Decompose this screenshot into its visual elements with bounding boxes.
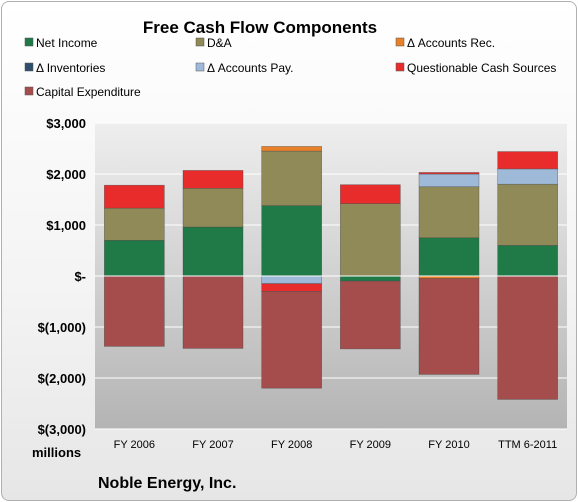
legend: Net Income D&A Δ Accounts Rec. Δ Inventorie… <box>24 36 556 99</box>
y-tick-label: $(3,000) <box>38 422 86 437</box>
y-tick-label: $(1,000) <box>38 320 86 335</box>
bar-segment <box>104 275 165 347</box>
legend-swatch <box>24 62 34 72</box>
legend-entry: Questionable Cash Sources <box>407 61 556 75</box>
x-category-label: TTM 6-2011 <box>498 439 557 451</box>
bar-segment <box>418 173 480 188</box>
legend-entry: Capital Expenditure <box>36 85 141 99</box>
y-tick-label: $(2,000) <box>38 371 86 386</box>
bar-segment <box>497 245 558 277</box>
bar-segment <box>261 290 322 389</box>
bar-segment <box>497 168 558 185</box>
bar-segment <box>497 183 558 246</box>
x-category-label: FY 2006 <box>114 439 155 451</box>
bar-segment <box>340 184 401 204</box>
units-label: millions <box>32 445 81 460</box>
x-axis-categories: FY 2006 FY 2007 FY 2008 FY 2009 FY 2010 TTM 6… <box>114 439 558 451</box>
legend-entry: Δ Accounts Rec. <box>407 36 495 50</box>
legend-swatch <box>395 37 405 47</box>
x-category-label: FY 2008 <box>271 439 312 451</box>
bar-segment <box>182 187 244 228</box>
bars <box>95 146 567 400</box>
bar-segment <box>261 146 322 152</box>
legend-swatch <box>195 62 205 72</box>
bar-segment <box>418 172 480 175</box>
bar-segment <box>104 207 165 241</box>
bar-segment <box>418 278 480 375</box>
y-tick-label: $2,000 <box>46 167 86 182</box>
bar-segment <box>182 170 244 189</box>
bar-segment <box>418 186 480 239</box>
bar-segment <box>340 203 401 277</box>
bar-segment <box>261 283 322 292</box>
legend-entry: Δ Inventories <box>36 61 105 75</box>
bar-segment <box>104 184 165 209</box>
x-category-label: FY 2010 <box>428 439 469 451</box>
bar-segment <box>261 205 322 277</box>
bar-segment <box>261 275 322 284</box>
y-tick-label: $1,000 <box>46 218 86 233</box>
legend-entry: D&A <box>207 36 232 50</box>
bar-segment <box>418 237 480 277</box>
bar-segment <box>340 275 401 282</box>
bar-segment <box>497 151 558 170</box>
legend-swatch <box>24 86 34 96</box>
company-name: Noble Energy, Inc. <box>98 475 236 492</box>
chart-title: Free Cash Flow Components <box>143 18 377 37</box>
x-category-label: FY 2009 <box>350 439 391 451</box>
bar-segment <box>261 150 322 206</box>
legend-swatch <box>395 62 405 72</box>
legend-entry: Δ Accounts Pay. <box>207 61 294 75</box>
legend-swatch <box>195 37 205 47</box>
legend-swatch <box>24 37 34 47</box>
bar-segment <box>182 275 244 349</box>
y-axis-ticks: $3,000 $2,000 $1,000 $- $(1,000) $(2,000) $(3,… <box>38 116 86 437</box>
bar-segment <box>182 226 244 277</box>
bar-segment <box>497 275 558 400</box>
x-category-label: FY 2007 <box>192 439 233 451</box>
legend-entry: Net Income <box>36 36 98 50</box>
bar-segment <box>104 240 165 277</box>
y-tick-label: $3,000 <box>46 116 86 131</box>
bar-segment <box>340 280 401 350</box>
y-tick-label: $- <box>74 269 86 284</box>
